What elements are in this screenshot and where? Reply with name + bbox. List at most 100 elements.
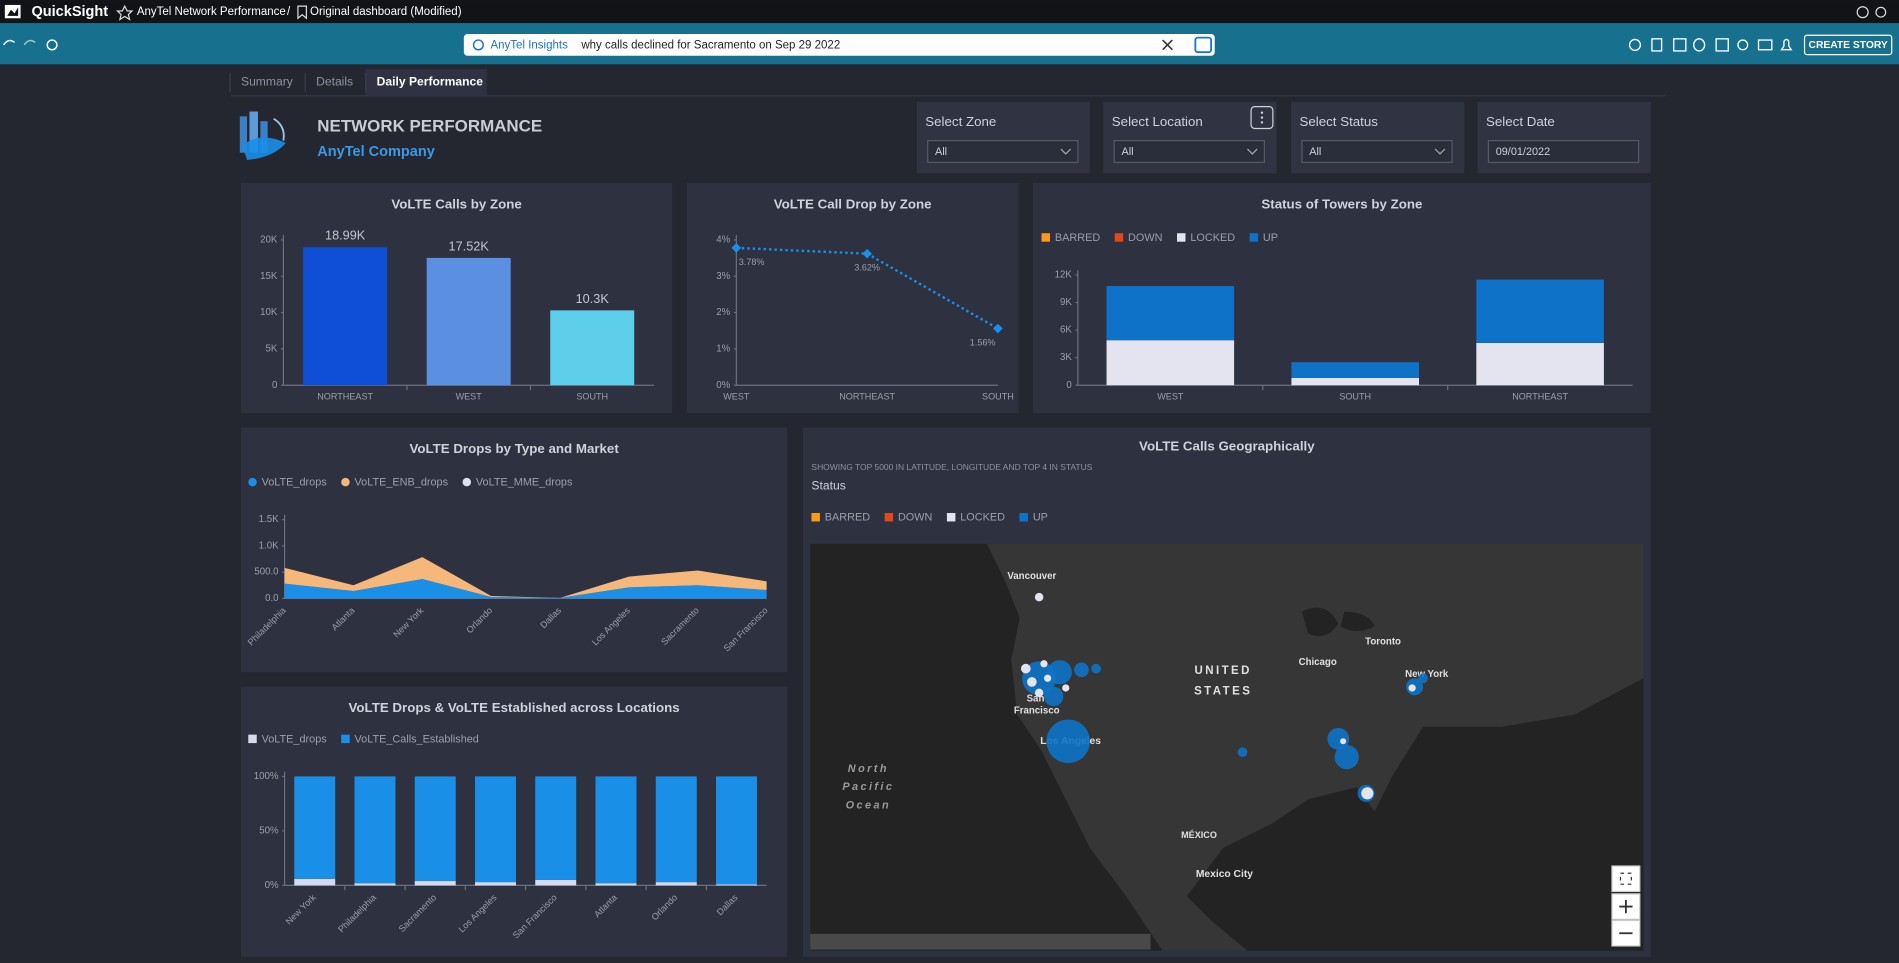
- map-subtitle: SHOWING TOP 5000 IN LATITUDE, LONGITUDE …: [811, 462, 1092, 472]
- bookmark-button[interactable]: [1651, 38, 1663, 52]
- legend-label[interactable]: BARRED: [825, 512, 870, 524]
- y-tick-label: 3K: [1060, 352, 1072, 363]
- map-recenter-button[interactable]: [1611, 865, 1641, 893]
- bar-segment[interactable]: [655, 882, 697, 886]
- redo-button[interactable]: [23, 39, 36, 46]
- bar-segment[interactable]: [595, 776, 637, 884]
- create-story-button[interactable]: [1803, 34, 1893, 56]
- map-point: [1034, 592, 1044, 602]
- bar[interactable]: [426, 257, 511, 386]
- legend-marker: [1019, 512, 1028, 522]
- legend-label[interactable]: DOWN: [898, 512, 932, 524]
- legend-label[interactable]: UP: [1033, 512, 1048, 524]
- search-panel-button[interactable]: [1194, 36, 1213, 54]
- bar-segment[interactable]: [716, 884, 757, 886]
- settings-icon[interactable]: [1875, 6, 1887, 18]
- bar-segment[interactable]: [414, 881, 456, 886]
- bar-segment[interactable]: [354, 776, 396, 884]
- tab[interactable]: Details: [316, 75, 353, 89]
- share-button[interactable]: [1737, 39, 1749, 51]
- tab-active-bg: [365, 69, 487, 96]
- filter-value[interactable]: All: [1121, 146, 1133, 158]
- legend-label[interactable]: VoLTE_drops: [262, 477, 328, 489]
- bar-segment[interactable]: [1106, 340, 1235, 386]
- bar-segment[interactable]: [414, 776, 456, 882]
- help-icon[interactable]: [1856, 6, 1869, 19]
- y-tick-label: 4%: [716, 234, 730, 245]
- legend-label[interactable]: DOWN: [1128, 232, 1162, 244]
- map-place-label: Francisco: [1014, 706, 1060, 717]
- filter-control[interactable]: [1301, 139, 1453, 163]
- visual-panel: [241, 427, 788, 673]
- bar-segment[interactable]: [475, 882, 516, 886]
- tab[interactable]: Summary: [241, 75, 294, 89]
- tab[interactable]: Daily Performance: [377, 75, 484, 89]
- filter-value[interactable]: All: [935, 146, 947, 158]
- x-tick-label: SOUTH: [576, 392, 608, 402]
- map-place-label: UNITED: [1195, 665, 1252, 677]
- alerts-button[interactable]: [1780, 38, 1793, 51]
- legend-label[interactable]: VoLTE_MME_drops: [476, 477, 573, 489]
- bar-segment[interactable]: [294, 776, 336, 879]
- data-button[interactable]: [1693, 38, 1706, 52]
- topic-selector[interactable]: AnyTel Insights: [490, 40, 568, 52]
- legend-label[interactable]: BARRED: [1055, 232, 1100, 244]
- search-query[interactable]: why calls declined for Sacramento on Sep…: [580, 40, 840, 52]
- bar-segment[interactable]: [294, 878, 336, 886]
- bar[interactable]: [303, 247, 388, 386]
- create-story-label[interactable]: CREATE STORY: [1809, 40, 1888, 51]
- map-place-label: Chicago: [1299, 657, 1337, 668]
- chart-title: VoLTE Drops by Type and Market: [409, 441, 619, 456]
- bar-segment[interactable]: [655, 776, 697, 883]
- y-tick-label: 15K: [260, 271, 278, 282]
- data-label: 3.62%: [854, 263, 880, 273]
- filter-value[interactable]: All: [1309, 146, 1321, 158]
- favorite-icon[interactable]: [116, 4, 134, 21]
- save-button[interactable]: [1715, 38, 1729, 52]
- bar-segment[interactable]: [475, 776, 516, 883]
- bar-segment[interactable]: [1291, 362, 1420, 378]
- x-tick-label: WEST: [723, 392, 750, 402]
- bar-segment[interactable]: [1476, 279, 1604, 343]
- x-tick-label: NORTHEAST: [317, 392, 373, 402]
- map-point: [1040, 660, 1048, 668]
- filter-control[interactable]: [927, 139, 1079, 163]
- x-tick-label: WEST: [456, 392, 483, 402]
- y-tick-label: 6K: [1060, 325, 1072, 336]
- bar-segment[interactable]: [354, 883, 396, 886]
- bar-segment[interactable]: [595, 883, 637, 886]
- reset-button[interactable]: [46, 39, 58, 51]
- undo-button[interactable]: [3, 39, 15, 46]
- fit-button[interactable]: [1757, 39, 1773, 51]
- filter-label: Select Status: [1300, 114, 1379, 129]
- legend-label[interactable]: VoLTE_drops: [262, 733, 328, 745]
- filter-control[interactable]: [1113, 139, 1265, 163]
- bar-segment[interactable]: [1106, 286, 1235, 341]
- map-point: [1408, 684, 1416, 692]
- bar-segment[interactable]: [535, 879, 577, 886]
- app-name[interactable]: QuickSight: [31, 4, 108, 20]
- bar-segment[interactable]: [535, 776, 577, 880]
- legend-label[interactable]: VoLTE_ENB_drops: [355, 477, 449, 489]
- filter-value[interactable]: 09/01/2022: [1496, 146, 1550, 158]
- map-land: [987, 543, 1644, 951]
- map-place-label: MÉXICO: [1181, 830, 1217, 840]
- bar-segment[interactable]: [716, 776, 757, 885]
- bar-segment[interactable]: [1476, 342, 1604, 386]
- filter-control[interactable]: [1487, 139, 1640, 163]
- legend-label[interactable]: LOCKED: [1190, 232, 1235, 244]
- bookmark-icon[interactable]: [297, 5, 308, 20]
- schedule-button[interactable]: [1628, 38, 1642, 52]
- point[interactable]: [731, 243, 742, 253]
- bar[interactable]: [550, 310, 635, 386]
- legend-label[interactable]: VoLTE_Calls_Established: [355, 733, 479, 745]
- legend-marker: [946, 512, 956, 522]
- search-box[interactable]: [463, 33, 1215, 56]
- legend-label[interactable]: LOCKED: [960, 512, 1005, 524]
- clear-search[interactable]: [1162, 39, 1173, 51]
- bar-segment[interactable]: [1291, 377, 1420, 386]
- map-point: [1020, 663, 1031, 674]
- export-button[interactable]: [1673, 38, 1687, 52]
- legend-label[interactable]: UP: [1263, 232, 1278, 244]
